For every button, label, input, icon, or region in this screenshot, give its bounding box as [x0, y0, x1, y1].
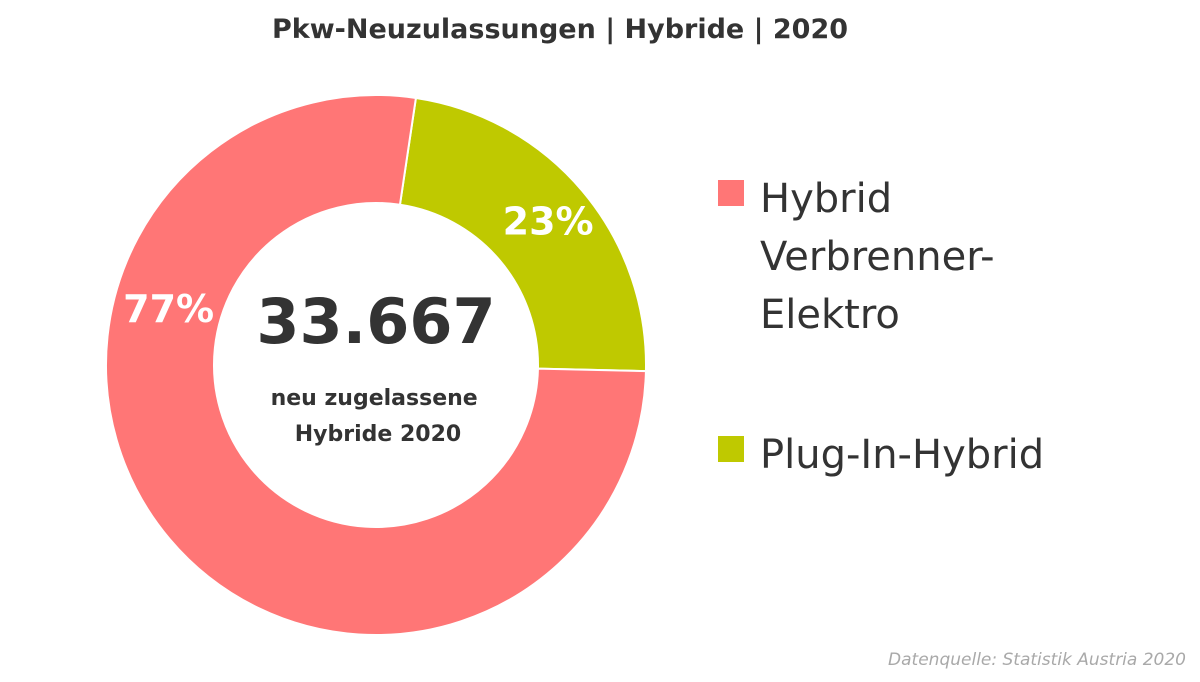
chart-title: Pkw-Neuzulassungen | Hybride | 2020: [271, 14, 849, 45]
center-value: 33.667: [256, 285, 495, 358]
donut-chart: 33.667 neu zugelassene Hybride 2020 23% 7…: [105, 94, 647, 636]
slice-label-hybrid: 77%: [123, 287, 214, 331]
slices-layer: [105, 94, 647, 636]
legend-label-hybrid: Hybrid Verbrenner- Elektro: [760, 176, 995, 338]
legend-swatch-plug-in-hybrid: [718, 436, 744, 462]
center-label-line-1: neu zugelassene: [271, 386, 478, 411]
legend-label-plug-in-hybrid: Plug-In-Hybrid: [760, 432, 1045, 478]
center-label: neu zugelassene Hybride 2020: [271, 386, 486, 447]
slice-plug-in-hybrid: [398, 96, 647, 373]
slice-labels: 23% 77%: [123, 199, 593, 331]
legend-item-hybrid: Hybrid Verbrenner- Elektro: [718, 170, 995, 344]
legend-swatch-hybrid: [718, 180, 744, 206]
slice-label-plug-in-hybrid: 23%: [503, 199, 594, 243]
slice-hybrid: [105, 94, 647, 636]
center-label-line-2: Hybride 2020: [295, 422, 461, 447]
legend-item-plug-in-hybrid: Plug-In-Hybrid: [718, 426, 1044, 484]
data-source: Datenquelle: Statistik Austria 2020: [888, 650, 1186, 670]
